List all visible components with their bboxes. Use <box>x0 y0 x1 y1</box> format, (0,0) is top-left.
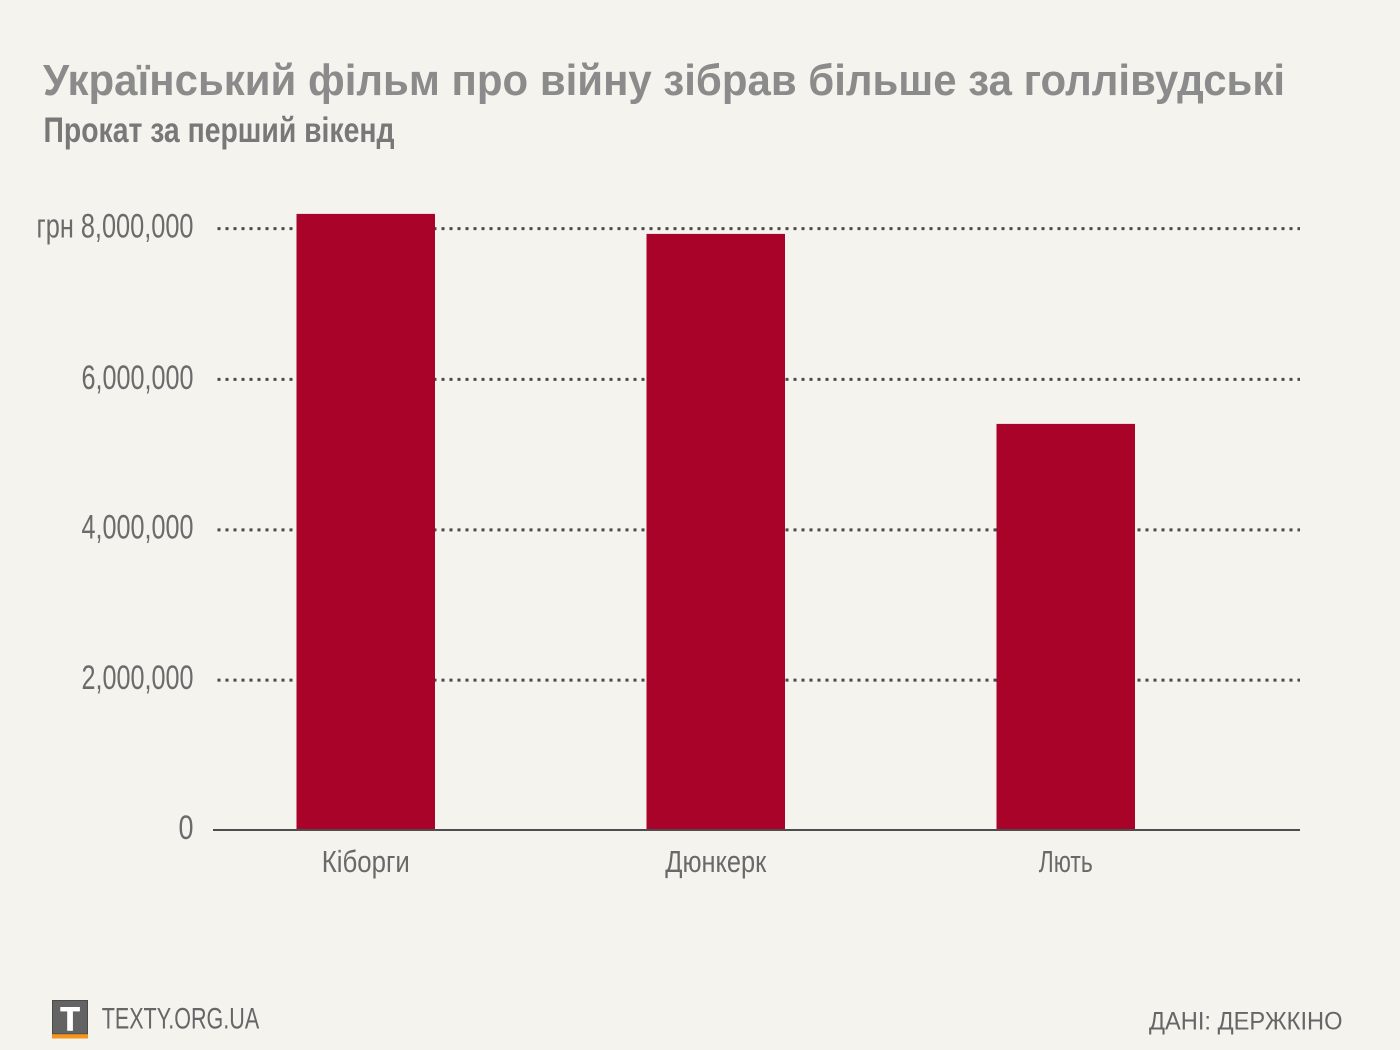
svg-text:Український фільм про війну зі: Український фільм про війну зібрав більш… <box>43 56 1285 105</box>
svg-text:Дюнкерк: Дюнкерк <box>665 844 766 879</box>
svg-text:Лють: Лють <box>1039 844 1093 879</box>
svg-text:4,000,000: 4,000,000 <box>82 509 194 547</box>
svg-text:TEXTY.ORG.UA: TEXTY.ORG.UA <box>102 1003 260 1036</box>
svg-text:ДАНІ: ДЕРЖКІНО: ДАНІ: ДЕРЖКІНО <box>1149 1008 1343 1036</box>
svg-text:0: 0 <box>179 809 194 847</box>
svg-text:Прокат за перший вікенд: Прокат за перший вікенд <box>44 111 395 150</box>
svg-text:6,000,000: 6,000,000 <box>82 359 194 397</box>
svg-text:2,000,000: 2,000,000 <box>82 659 194 697</box>
svg-text:грн 8,000,000: грн 8,000,000 <box>37 208 194 246</box>
svg-text:Кіборги: Кіборги <box>322 844 410 879</box>
